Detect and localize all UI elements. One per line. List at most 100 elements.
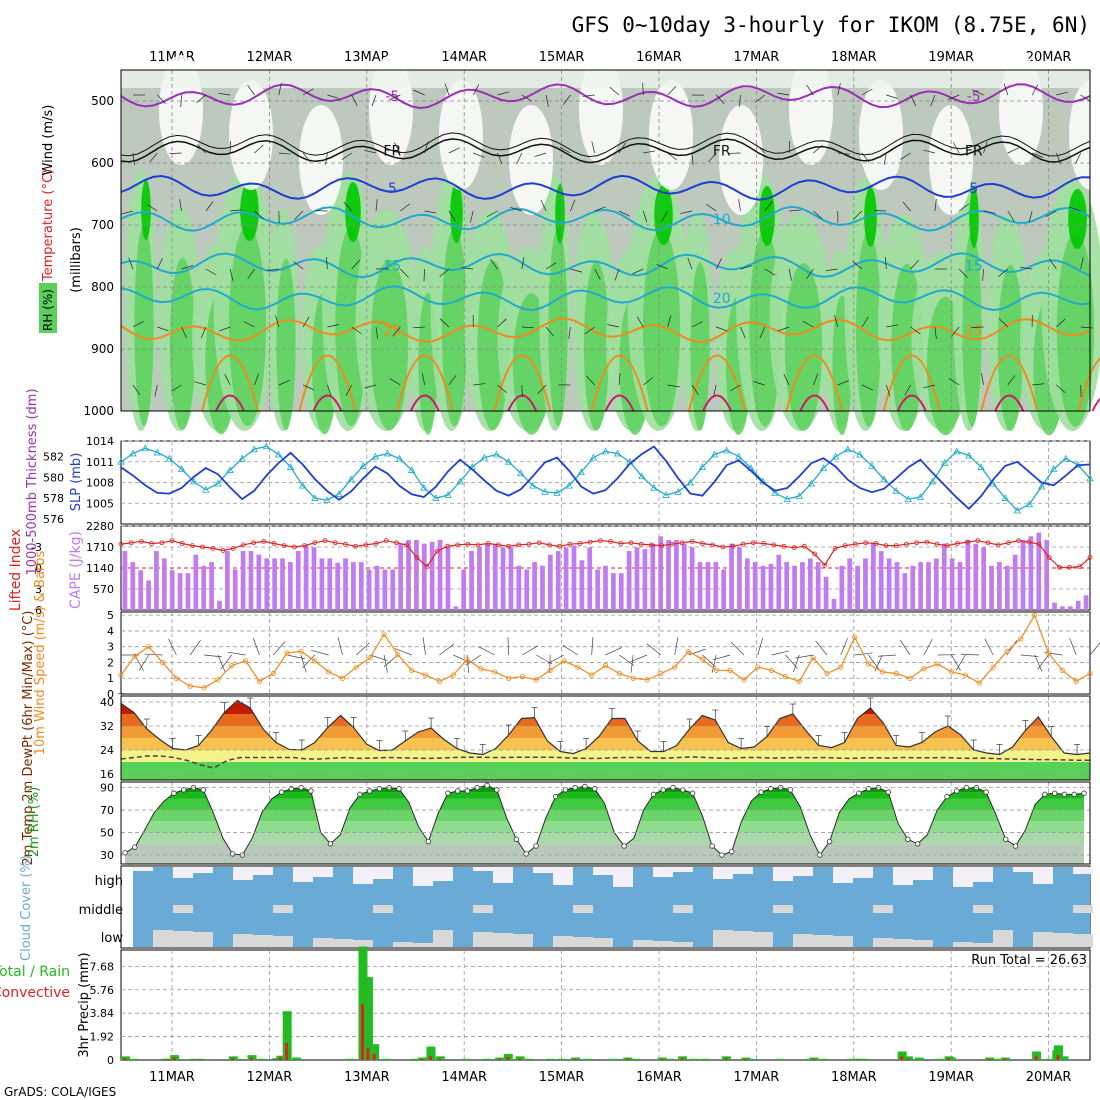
cape-bar <box>477 547 482 610</box>
cape-bar <box>941 543 947 610</box>
wind-barb <box>740 326 746 339</box>
li-point <box>618 541 624 546</box>
thickness-point <box>214 479 222 487</box>
rh-point <box>288 786 295 792</box>
li-point <box>138 539 144 544</box>
wind-barb <box>930 94 936 107</box>
thickness-point <box>504 457 513 465</box>
li-point <box>526 541 532 547</box>
rh-point <box>455 788 461 794</box>
dry-patch <box>1069 80 1100 190</box>
thickness-point <box>456 477 464 485</box>
precip-tick-3.84: 3.84 <box>90 1007 115 1020</box>
wind-barb <box>486 210 498 218</box>
li-point <box>189 543 195 548</box>
precip-panel: 0 1.92 3.84 5.76 7.68 Run Total = 26.63 3hr Pr… <box>0 946 1091 1067</box>
wind-barb <box>656 263 668 270</box>
wind-speed-point <box>879 669 885 675</box>
wind-barb <box>421 373 425 386</box>
li-point <box>118 541 124 547</box>
hot-contour <box>409 394 440 412</box>
wind-barb-10m <box>840 638 848 656</box>
top-date-19mar: 19MAR <box>928 50 974 65</box>
top-date-labels: 11MAR 12MAR 13MAR 14MAR 15MAR 16MAR 17MAR 18MAR… <box>149 50 1071 65</box>
wind-barb <box>364 384 377 389</box>
cape-tick-570: 570 <box>93 583 114 596</box>
rh-blob-mid <box>855 231 882 427</box>
cloud-high-gap <box>973 867 993 882</box>
li-point <box>261 539 267 544</box>
wind-barb <box>777 92 790 96</box>
rh-point <box>689 790 696 796</box>
li-point <box>1026 539 1032 545</box>
wind-barb <box>389 94 401 101</box>
thickness-point <box>892 486 900 494</box>
li-point <box>404 542 410 548</box>
wind-barb <box>327 94 340 99</box>
li-point <box>955 541 960 546</box>
thickness-point <box>880 475 888 483</box>
wind-barb <box>900 152 911 160</box>
cloud-high-gap <box>953 867 973 887</box>
rh-blob-mid <box>583 261 610 431</box>
wind-barb <box>121 210 134 215</box>
wind-speed-point <box>367 655 373 661</box>
wind-barb <box>806 268 814 280</box>
thickness-point <box>989 479 997 487</box>
precip-total-bar <box>481 1058 491 1060</box>
wind-speed-point <box>256 678 263 684</box>
cape-bar <box>752 562 758 610</box>
rh-blob-mid <box>276 258 296 431</box>
bottom-date-16mar: 16MAR <box>636 1070 682 1085</box>
wind-barb <box>1032 383 1045 386</box>
hot-contour <box>702 394 732 412</box>
cape-bar <box>776 554 782 610</box>
li-point <box>393 540 399 546</box>
wind-barb <box>586 375 595 386</box>
wind-barb <box>181 326 187 339</box>
wind-barb <box>439 268 450 277</box>
cloud-high-gap <box>313 867 333 877</box>
rh-point <box>357 791 363 798</box>
thickness-point <box>783 495 791 502</box>
wind-barb <box>1056 384 1066 394</box>
dry-patch <box>929 105 973 215</box>
wind-speed-point <box>450 672 456 678</box>
cape-bar <box>500 547 506 610</box>
li-point <box>271 541 277 546</box>
thickness-point <box>565 481 573 489</box>
top-date-13mar: 13MAR <box>344 50 390 65</box>
li-point <box>873 541 879 546</box>
wind-barb <box>642 82 644 96</box>
thickness-tick-576: 576 <box>43 513 64 526</box>
precip-convective-bar <box>274 1059 278 1060</box>
hot-contour <box>604 394 635 412</box>
wind-barb <box>147 204 158 212</box>
wind-barb <box>923 384 935 389</box>
rh-point <box>1042 791 1048 798</box>
warm-contour <box>590 354 649 412</box>
wind-barb <box>680 210 692 215</box>
wind-barb-10m <box>465 654 482 666</box>
wind-speed-point <box>298 648 304 655</box>
wind-barb <box>448 210 456 222</box>
thickness-point <box>1049 465 1058 472</box>
cape-bar <box>737 547 742 610</box>
wind-barb <box>224 374 231 386</box>
thickness-point <box>1001 494 1009 501</box>
cape-bar <box>792 565 797 610</box>
wind-barb <box>254 144 264 154</box>
rh-point <box>660 787 666 793</box>
cape-bar <box>910 565 916 610</box>
thickness-point <box>395 454 404 462</box>
rh-band <box>125 821 1084 833</box>
thickness-point <box>165 454 174 462</box>
cloud-high-gap <box>673 867 693 872</box>
wind-barb-10m <box>453 654 470 663</box>
rh-blob-mid <box>1056 233 1095 427</box>
thickness-point <box>674 488 682 495</box>
cloud-low-gap <box>253 935 273 947</box>
cape-bar <box>138 570 144 610</box>
wind-barb <box>636 316 644 328</box>
wind-barb <box>229 268 234 281</box>
